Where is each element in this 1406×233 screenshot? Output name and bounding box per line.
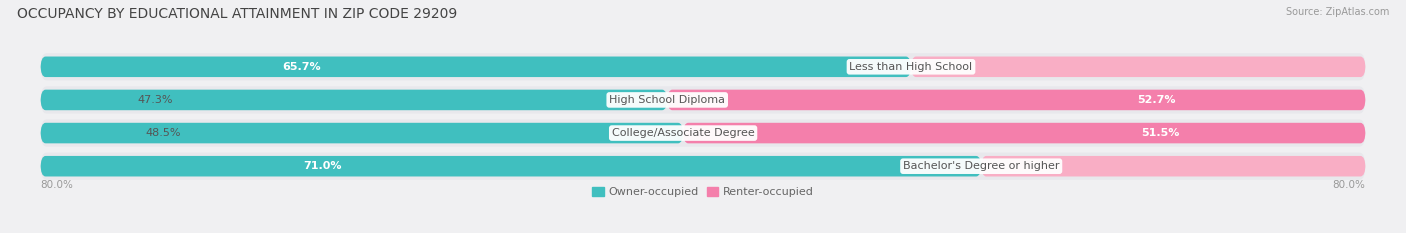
FancyBboxPatch shape (41, 57, 911, 77)
Text: High School Diploma: High School Diploma (609, 95, 725, 105)
FancyBboxPatch shape (41, 156, 981, 176)
Text: Source: ZipAtlas.com: Source: ZipAtlas.com (1285, 7, 1389, 17)
FancyBboxPatch shape (41, 123, 683, 143)
FancyBboxPatch shape (668, 90, 1365, 110)
Text: 65.7%: 65.7% (283, 62, 321, 72)
Text: 48.5%: 48.5% (145, 128, 181, 138)
FancyBboxPatch shape (41, 53, 1365, 80)
Text: College/Associate Degree: College/Associate Degree (612, 128, 755, 138)
Legend: Owner-occupied, Renter-occupied: Owner-occupied, Renter-occupied (592, 187, 814, 197)
Text: 51.5%: 51.5% (1142, 128, 1180, 138)
Text: 47.3%: 47.3% (138, 95, 173, 105)
Text: 71.0%: 71.0% (304, 161, 342, 171)
FancyBboxPatch shape (41, 86, 1365, 113)
Text: Bachelor's Degree or higher: Bachelor's Degree or higher (903, 161, 1060, 171)
FancyBboxPatch shape (41, 90, 668, 110)
Text: OCCUPANCY BY EDUCATIONAL ATTAINMENT IN ZIP CODE 29209: OCCUPANCY BY EDUCATIONAL ATTAINMENT IN Z… (17, 7, 457, 21)
FancyBboxPatch shape (911, 57, 1365, 77)
FancyBboxPatch shape (41, 153, 1365, 180)
Text: 52.7%: 52.7% (1136, 95, 1175, 105)
Text: Less than High School: Less than High School (849, 62, 973, 72)
Text: 80.0%: 80.0% (1333, 180, 1365, 190)
FancyBboxPatch shape (683, 123, 1365, 143)
FancyBboxPatch shape (41, 120, 1365, 147)
FancyBboxPatch shape (981, 156, 1365, 176)
Text: 80.0%: 80.0% (41, 180, 73, 190)
